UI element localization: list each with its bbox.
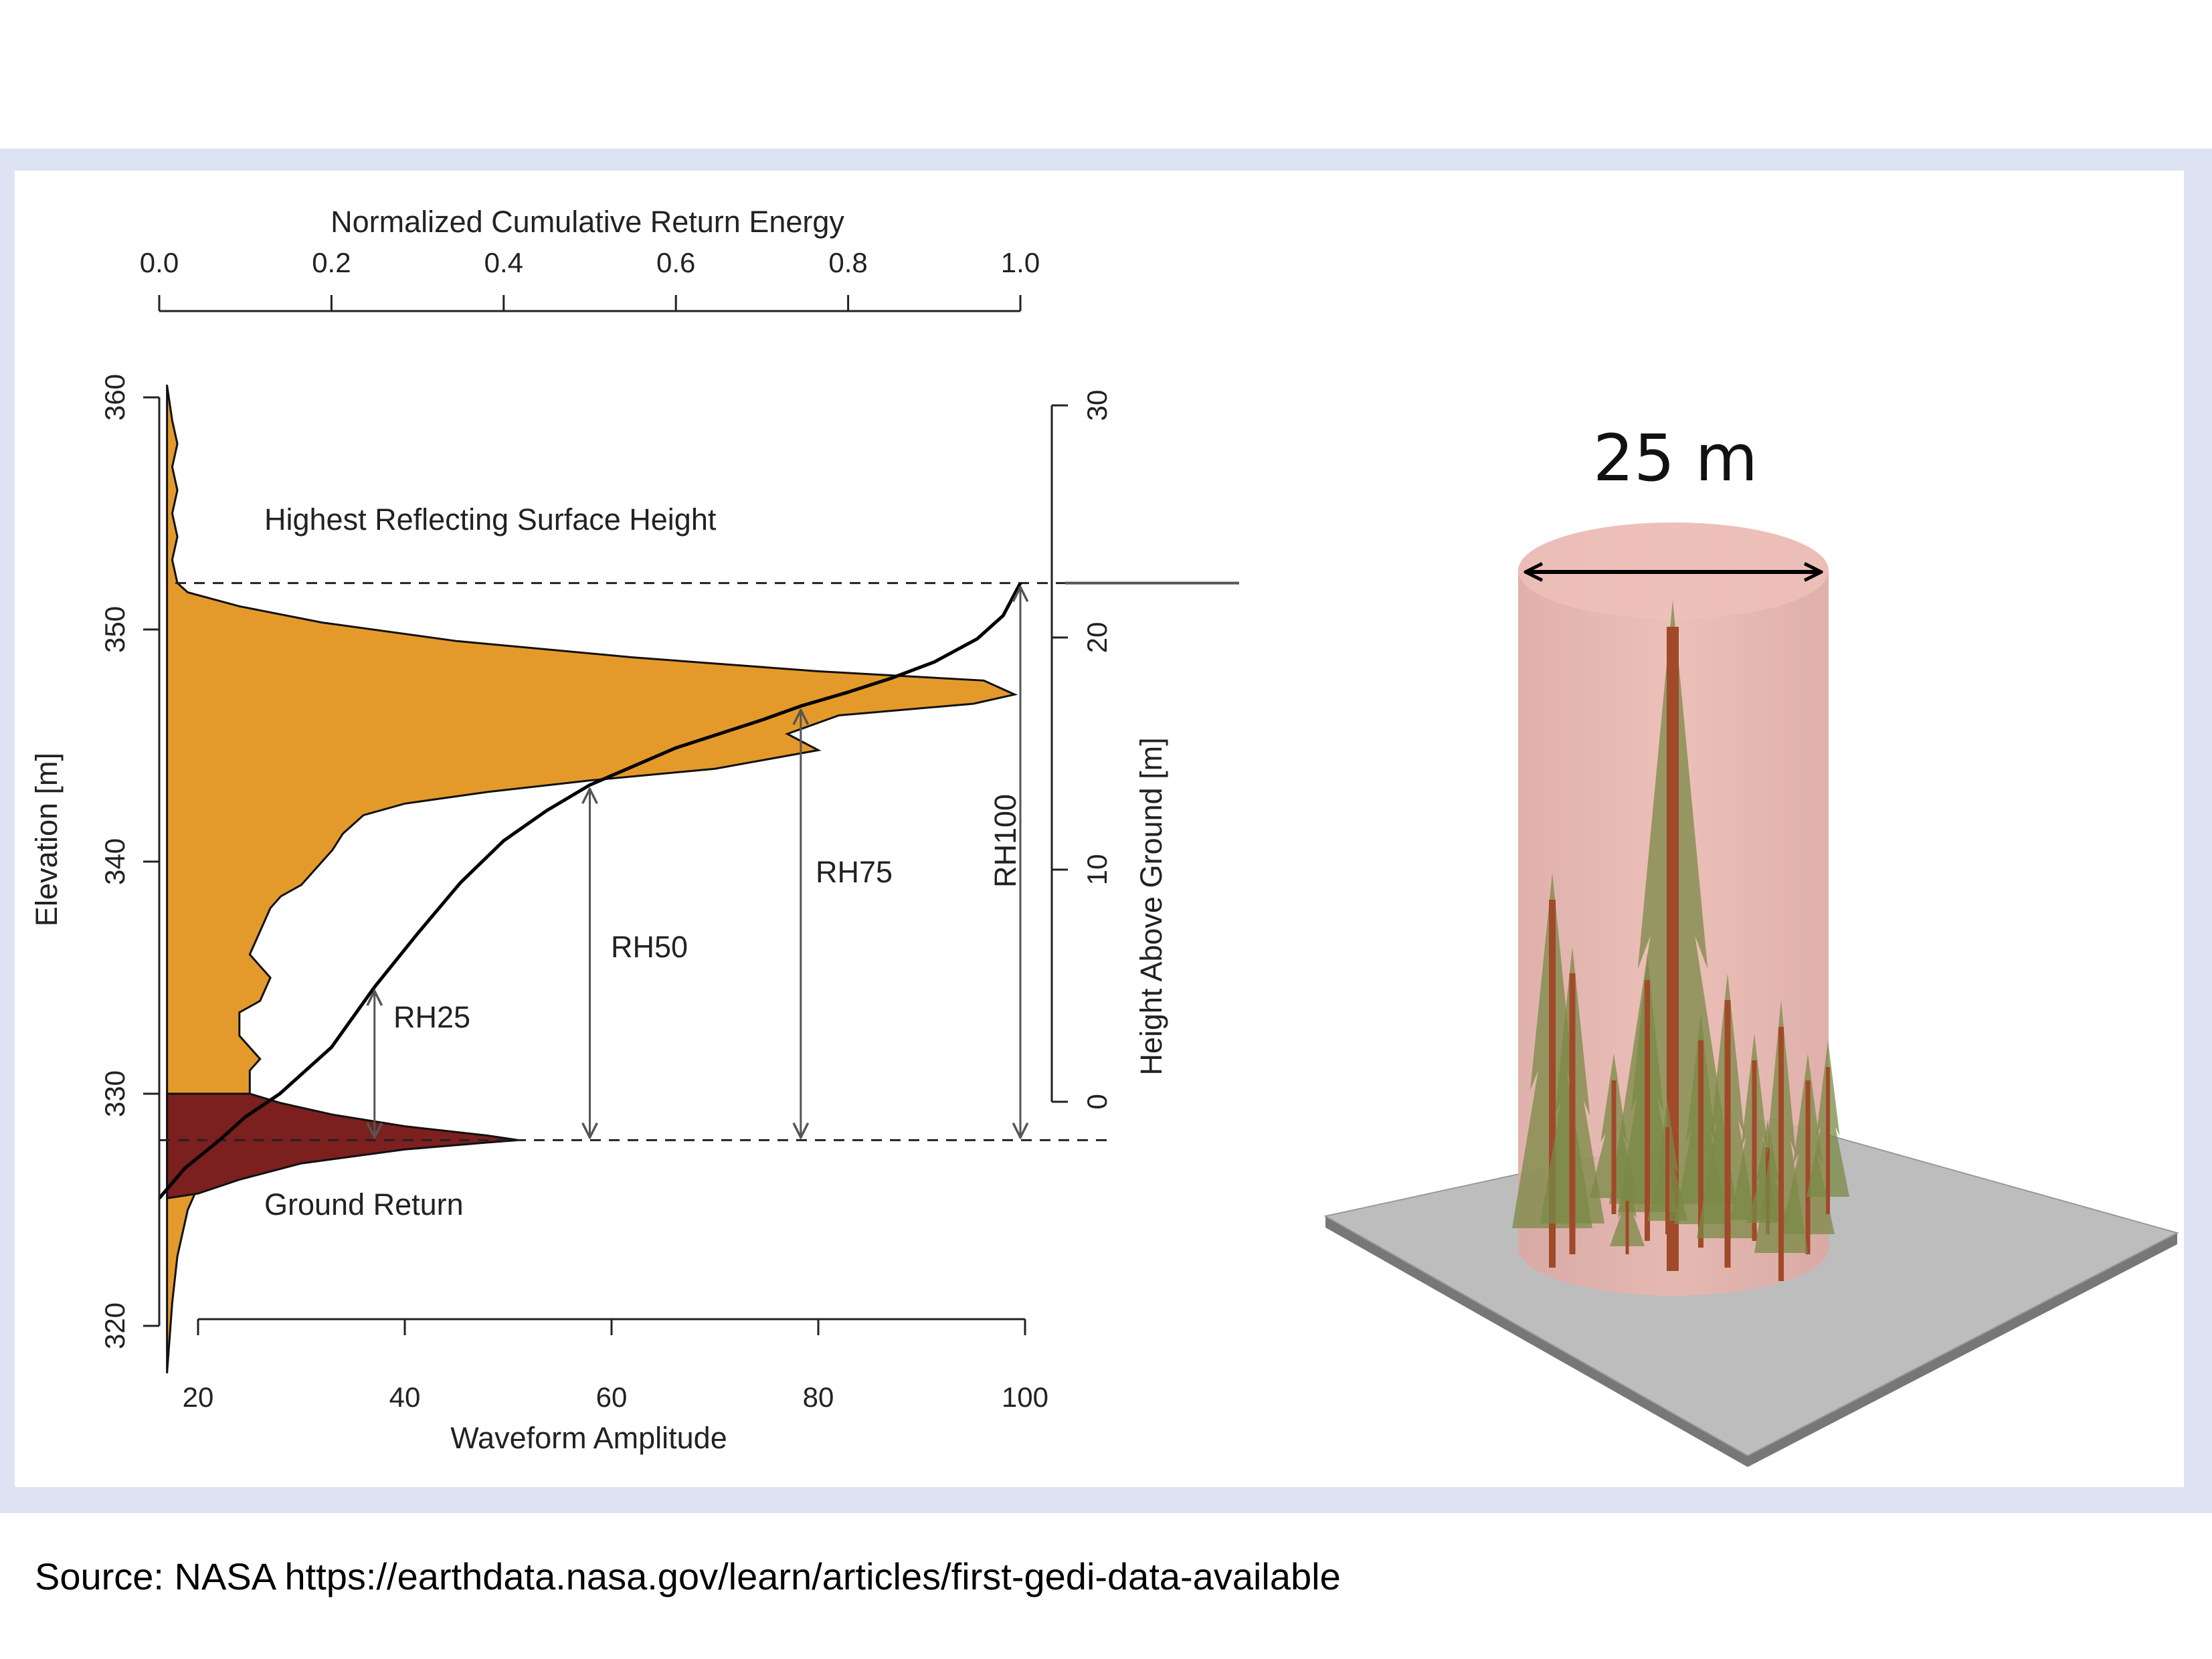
- tree-trunk: [1625, 1201, 1629, 1254]
- tree-trunk: [1724, 1000, 1731, 1268]
- tree-trunk: [1805, 1080, 1811, 1254]
- left-axis-tick-label: 350: [99, 606, 130, 653]
- right-axis-tick-label: 0: [1081, 1094, 1113, 1109]
- tree-trunk: [1667, 627, 1679, 1271]
- bottom-axis-tick-label: 40: [389, 1381, 421, 1413]
- bottom-axis-tick-label: 100: [1002, 1381, 1048, 1413]
- top-axis-tick-label: 0.0: [140, 247, 179, 278]
- cumulative-energy-curve: [158, 582, 1022, 1199]
- tree-trunk: [1778, 1027, 1784, 1281]
- right-axis-tick-label: 10: [1081, 854, 1113, 886]
- top-axis-tick-label: 0.6: [656, 247, 695, 278]
- tree-trunk: [1549, 900, 1556, 1268]
- figure-inner: 0.0 0.2 0.4 0.6 0.8 1.0 20 40 60 80 100 320 330 340 35…: [15, 171, 2184, 1487]
- left-axis-tick-label: 360: [99, 374, 130, 421]
- diameter-label: 25 m: [1593, 421, 1758, 496]
- top-axis-tick-label: 0.4: [484, 247, 523, 278]
- top-axis-tick-label: 0.8: [828, 247, 867, 278]
- canopy-waveform-area: [166, 385, 1018, 1373]
- tree-trunk: [1611, 1080, 1617, 1214]
- tree-trunk: [1752, 1060, 1757, 1241]
- figure-panel: 0.0 0.2 0.4 0.6 0.8 1.0 20 40 60 80 100 320 330 340 35…: [0, 149, 2212, 1513]
- footprint-diagram: 25 m: [1323, 421, 2179, 1467]
- ground-return-label: Ground Return: [264, 1187, 464, 1222]
- waveform-figure: 0.0 0.2 0.4 0.6 0.8 1.020 40 60 80 10032033034035…: [29, 205, 2179, 1467]
- tree-trunk: [1645, 980, 1650, 1241]
- bottom-axis-tick-label: 80: [803, 1381, 834, 1413]
- rh100-label: RH100: [988, 794, 1022, 888]
- top-axis-title: Normalized Cumulative Return Energy: [331, 205, 844, 239]
- trees: [1512, 600, 1849, 1281]
- right-axis-tick-label: 20: [1081, 622, 1113, 654]
- left-axis-tick-label: 320: [99, 1302, 130, 1349]
- right-axis-tick-label: 30: [1081, 390, 1113, 421]
- source-caption: Source: NASA https://earthdata.nasa.gov/…: [35, 1555, 1341, 1597]
- tree-trunk: [1826, 1067, 1830, 1214]
- tree-trunk: [1698, 1040, 1703, 1248]
- rh50-label: RH50: [611, 930, 688, 964]
- hrs-label: Highest Reflecting Surface Height: [264, 502, 717, 536]
- bottom-axis-tick-label: 60: [596, 1381, 628, 1413]
- ground-return-area: [166, 1092, 519, 1199]
- right-axis-title: Height Above Ground [m]: [1134, 737, 1168, 1075]
- left-axis-tick-label: 340: [99, 838, 130, 885]
- bottom-axis-tick-label: 20: [183, 1381, 214, 1413]
- tree-trunk: [1665, 1127, 1669, 1234]
- left-axis-tick-label: 330: [99, 1070, 130, 1117]
- axes: 0.0 0.2 0.4 0.6 0.8 1.020 40 60 80 10032033034035…: [99, 247, 1113, 1413]
- top-axis-tick-label: 0.2: [312, 247, 351, 278]
- left-axis-title: Elevation [m]: [29, 753, 64, 926]
- top-axis-tick-label: 1.0: [1001, 247, 1040, 278]
- bottom-axis-title: Waveform Amplitude: [450, 1421, 727, 1455]
- tree-trunk: [1569, 973, 1576, 1254]
- rh75-label: RH75: [816, 855, 893, 889]
- rh25-label: RH25: [393, 1000, 470, 1034]
- rh-arrows: [375, 587, 1020, 1138]
